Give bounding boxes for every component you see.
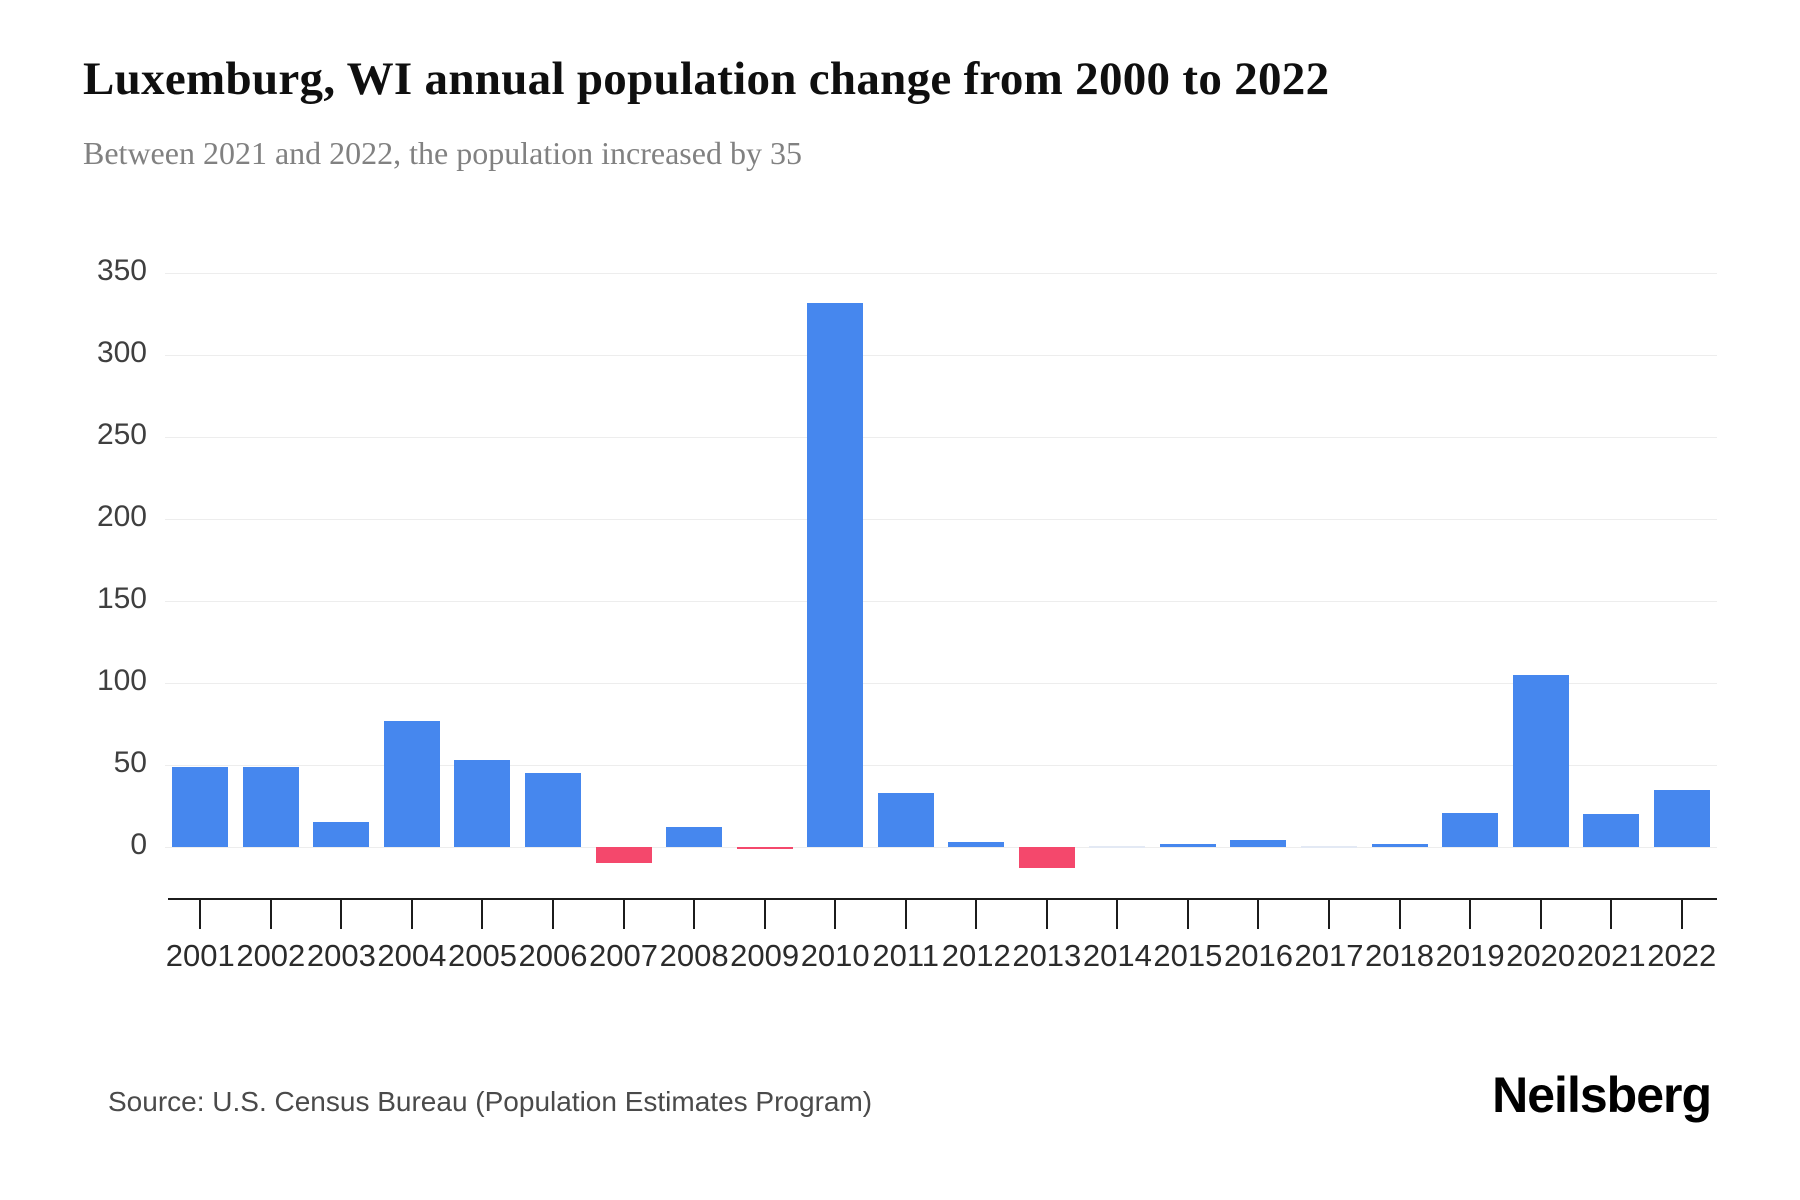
x-label-2003: 2003 — [306, 938, 376, 973]
bar-2002[interactable] — [242, 766, 299, 847]
bar-2001[interactable] — [172, 766, 229, 847]
x-tick-2012 — [975, 900, 978, 929]
x-label-2016: 2016 — [1223, 938, 1293, 973]
gridline-200 — [165, 519, 1717, 520]
x-label-2015: 2015 — [1153, 938, 1223, 973]
x-tick-2006 — [552, 900, 554, 929]
x-label-2004: 2004 — [377, 938, 447, 973]
x-tick-2003 — [340, 900, 343, 929]
bar-2019[interactable] — [1442, 812, 1499, 847]
x-label-2010: 2010 — [800, 938, 870, 973]
bar-2014[interactable] — [1089, 846, 1146, 848]
gridline-300 — [165, 355, 1717, 356]
gridline-250 — [165, 437, 1717, 438]
x-tick-2017 — [1328, 900, 1330, 929]
bar-2015[interactable] — [1159, 843, 1216, 847]
x-label-2014: 2014 — [1082, 938, 1152, 973]
x-tick-2021 — [1610, 900, 1613, 929]
gridline-150 — [165, 601, 1717, 602]
chart-subtitle: Between 2021 and 2022, the population in… — [83, 135, 802, 171]
x-tick-2001 — [199, 900, 202, 929]
bar-2021[interactable] — [1583, 814, 1640, 847]
bar-2013[interactable] — [1018, 847, 1075, 869]
x-tick-2014 — [1116, 900, 1119, 929]
x-tick-2010 — [834, 900, 837, 929]
x-tick-2022 — [1680, 900, 1683, 929]
x-label-2007: 2007 — [589, 938, 659, 973]
bar-2016[interactable] — [1230, 840, 1287, 847]
x-label-2022: 2022 — [1647, 938, 1717, 973]
x-tick-2009 — [763, 900, 766, 929]
x-axis-line — [168, 898, 1717, 900]
x-label-2018: 2018 — [1365, 938, 1435, 973]
x-tick-2011 — [904, 900, 907, 929]
x-tick-2013 — [1045, 900, 1048, 929]
y-tick-label-350: 350 — [96, 254, 147, 287]
y-tick-label-300: 300 — [96, 336, 147, 369]
y-tick-label-200: 200 — [96, 500, 147, 533]
bar-2020[interactable] — [1512, 674, 1569, 847]
x-tick-2018 — [1398, 900, 1401, 929]
x-tick-2004 — [410, 900, 413, 929]
bar-2007[interactable] — [595, 847, 652, 864]
bar-2012[interactable] — [948, 842, 1005, 847]
x-label-2005: 2005 — [447, 938, 517, 973]
plot-area: 0 50 100 150 200 250 300 350 — [97, 254, 1717, 869]
bar-2004[interactable] — [383, 720, 440, 847]
x-tick-2019 — [1469, 900, 1472, 929]
y-tick-label-0: 0 — [130, 828, 147, 861]
gridline-100 — [165, 683, 1717, 684]
bar-2017[interactable] — [1301, 846, 1357, 848]
x-tick-2015 — [1186, 900, 1189, 929]
x-label-2017: 2017 — [1294, 938, 1364, 973]
chart-title: Luxemburg, WI annual population change f… — [83, 53, 1330, 105]
x-tick-2020 — [1539, 900, 1542, 929]
x-label-2009: 2009 — [730, 938, 800, 973]
y-tick-label-150: 150 — [96, 582, 147, 615]
bar-2005[interactable] — [454, 760, 511, 847]
x-label-2020: 2020 — [1506, 938, 1576, 973]
x-label-2006: 2006 — [518, 938, 588, 973]
x-tick-2005 — [481, 900, 484, 929]
bar-2008[interactable] — [666, 827, 723, 847]
bar-2009[interactable] — [736, 847, 793, 849]
bar-2011[interactable] — [877, 792, 934, 847]
x-tick-2008 — [693, 900, 696, 929]
x-tick-2002 — [269, 900, 272, 929]
gridline-50 — [165, 765, 1717, 766]
brand-logo: Neilsberg — [1492, 1067, 1712, 1123]
source-note: Source: U.S. Census Bureau (Population E… — [108, 1086, 873, 1117]
bar-2003[interactable] — [313, 822, 370, 847]
bar-2018[interactable] — [1371, 843, 1428, 847]
x-tick-2007 — [622, 900, 625, 929]
x-label-2019: 2019 — [1435, 938, 1505, 973]
x-label-2001: 2001 — [165, 938, 235, 973]
x-label-2002: 2002 — [236, 938, 306, 973]
bar-2006[interactable] — [525, 773, 581, 847]
gridline-350 — [165, 273, 1717, 274]
y-tick-label-50: 50 — [113, 746, 147, 779]
x-label-2012: 2012 — [941, 938, 1011, 973]
gridline-0 — [165, 847, 1717, 848]
x-label-2008: 2008 — [659, 938, 729, 973]
x-label-2013: 2013 — [1012, 938, 1082, 973]
y-tick-label-250: 250 — [96, 418, 147, 451]
bar-2022[interactable] — [1653, 789, 1710, 847]
x-label-2011: 2011 — [872, 938, 940, 973]
y-tick-label-100: 100 — [96, 664, 147, 697]
x-label-2021: 2021 — [1576, 938, 1646, 973]
x-tick-2016 — [1257, 900, 1260, 929]
bar-2010[interactable] — [807, 302, 864, 847]
